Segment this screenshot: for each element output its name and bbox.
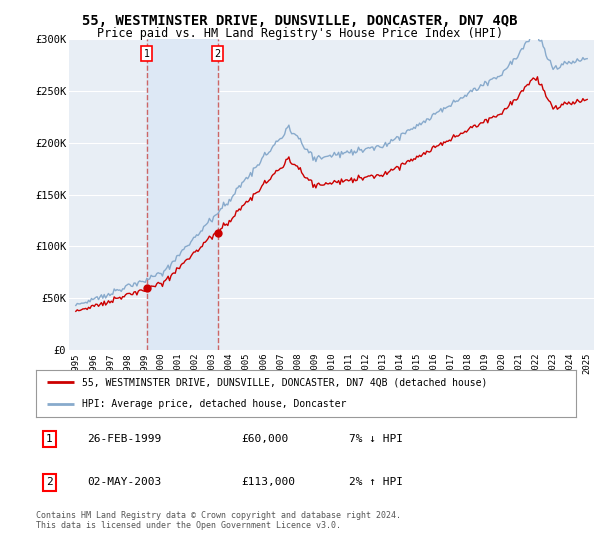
Text: Contains HM Land Registry data © Crown copyright and database right 2024.
This d: Contains HM Land Registry data © Crown c… [36,511,401,530]
Text: 2: 2 [46,478,53,488]
Text: 55, WESTMINSTER DRIVE, DUNSVILLE, DONCASTER, DN7 4QB: 55, WESTMINSTER DRIVE, DUNSVILLE, DONCAS… [82,14,518,28]
Text: 1: 1 [143,49,149,59]
Bar [146,39,218,350]
Text: 55, WESTMINSTER DRIVE, DUNSVILLE, DONCASTER, DN7 4QB (detached house): 55, WESTMINSTER DRIVE, DUNSVILLE, DONCAS… [82,377,487,388]
Text: 26-FEB-1999: 26-FEB-1999 [88,434,161,444]
Text: HPI: Average price, detached house, Doncaster: HPI: Average price, detached house, Donc… [82,399,346,409]
Text: £60,000: £60,000 [241,434,289,444]
Text: 1: 1 [46,434,53,444]
Text: 7% ↓ HPI: 7% ↓ HPI [349,434,403,444]
Text: 2% ↑ HPI: 2% ↑ HPI [349,478,403,488]
Text: Price paid vs. HM Land Registry's House Price Index (HPI): Price paid vs. HM Land Registry's House … [97,27,503,40]
Text: 2: 2 [215,49,221,59]
Text: £113,000: £113,000 [241,478,295,488]
Text: 02-MAY-2003: 02-MAY-2003 [88,478,161,488]
